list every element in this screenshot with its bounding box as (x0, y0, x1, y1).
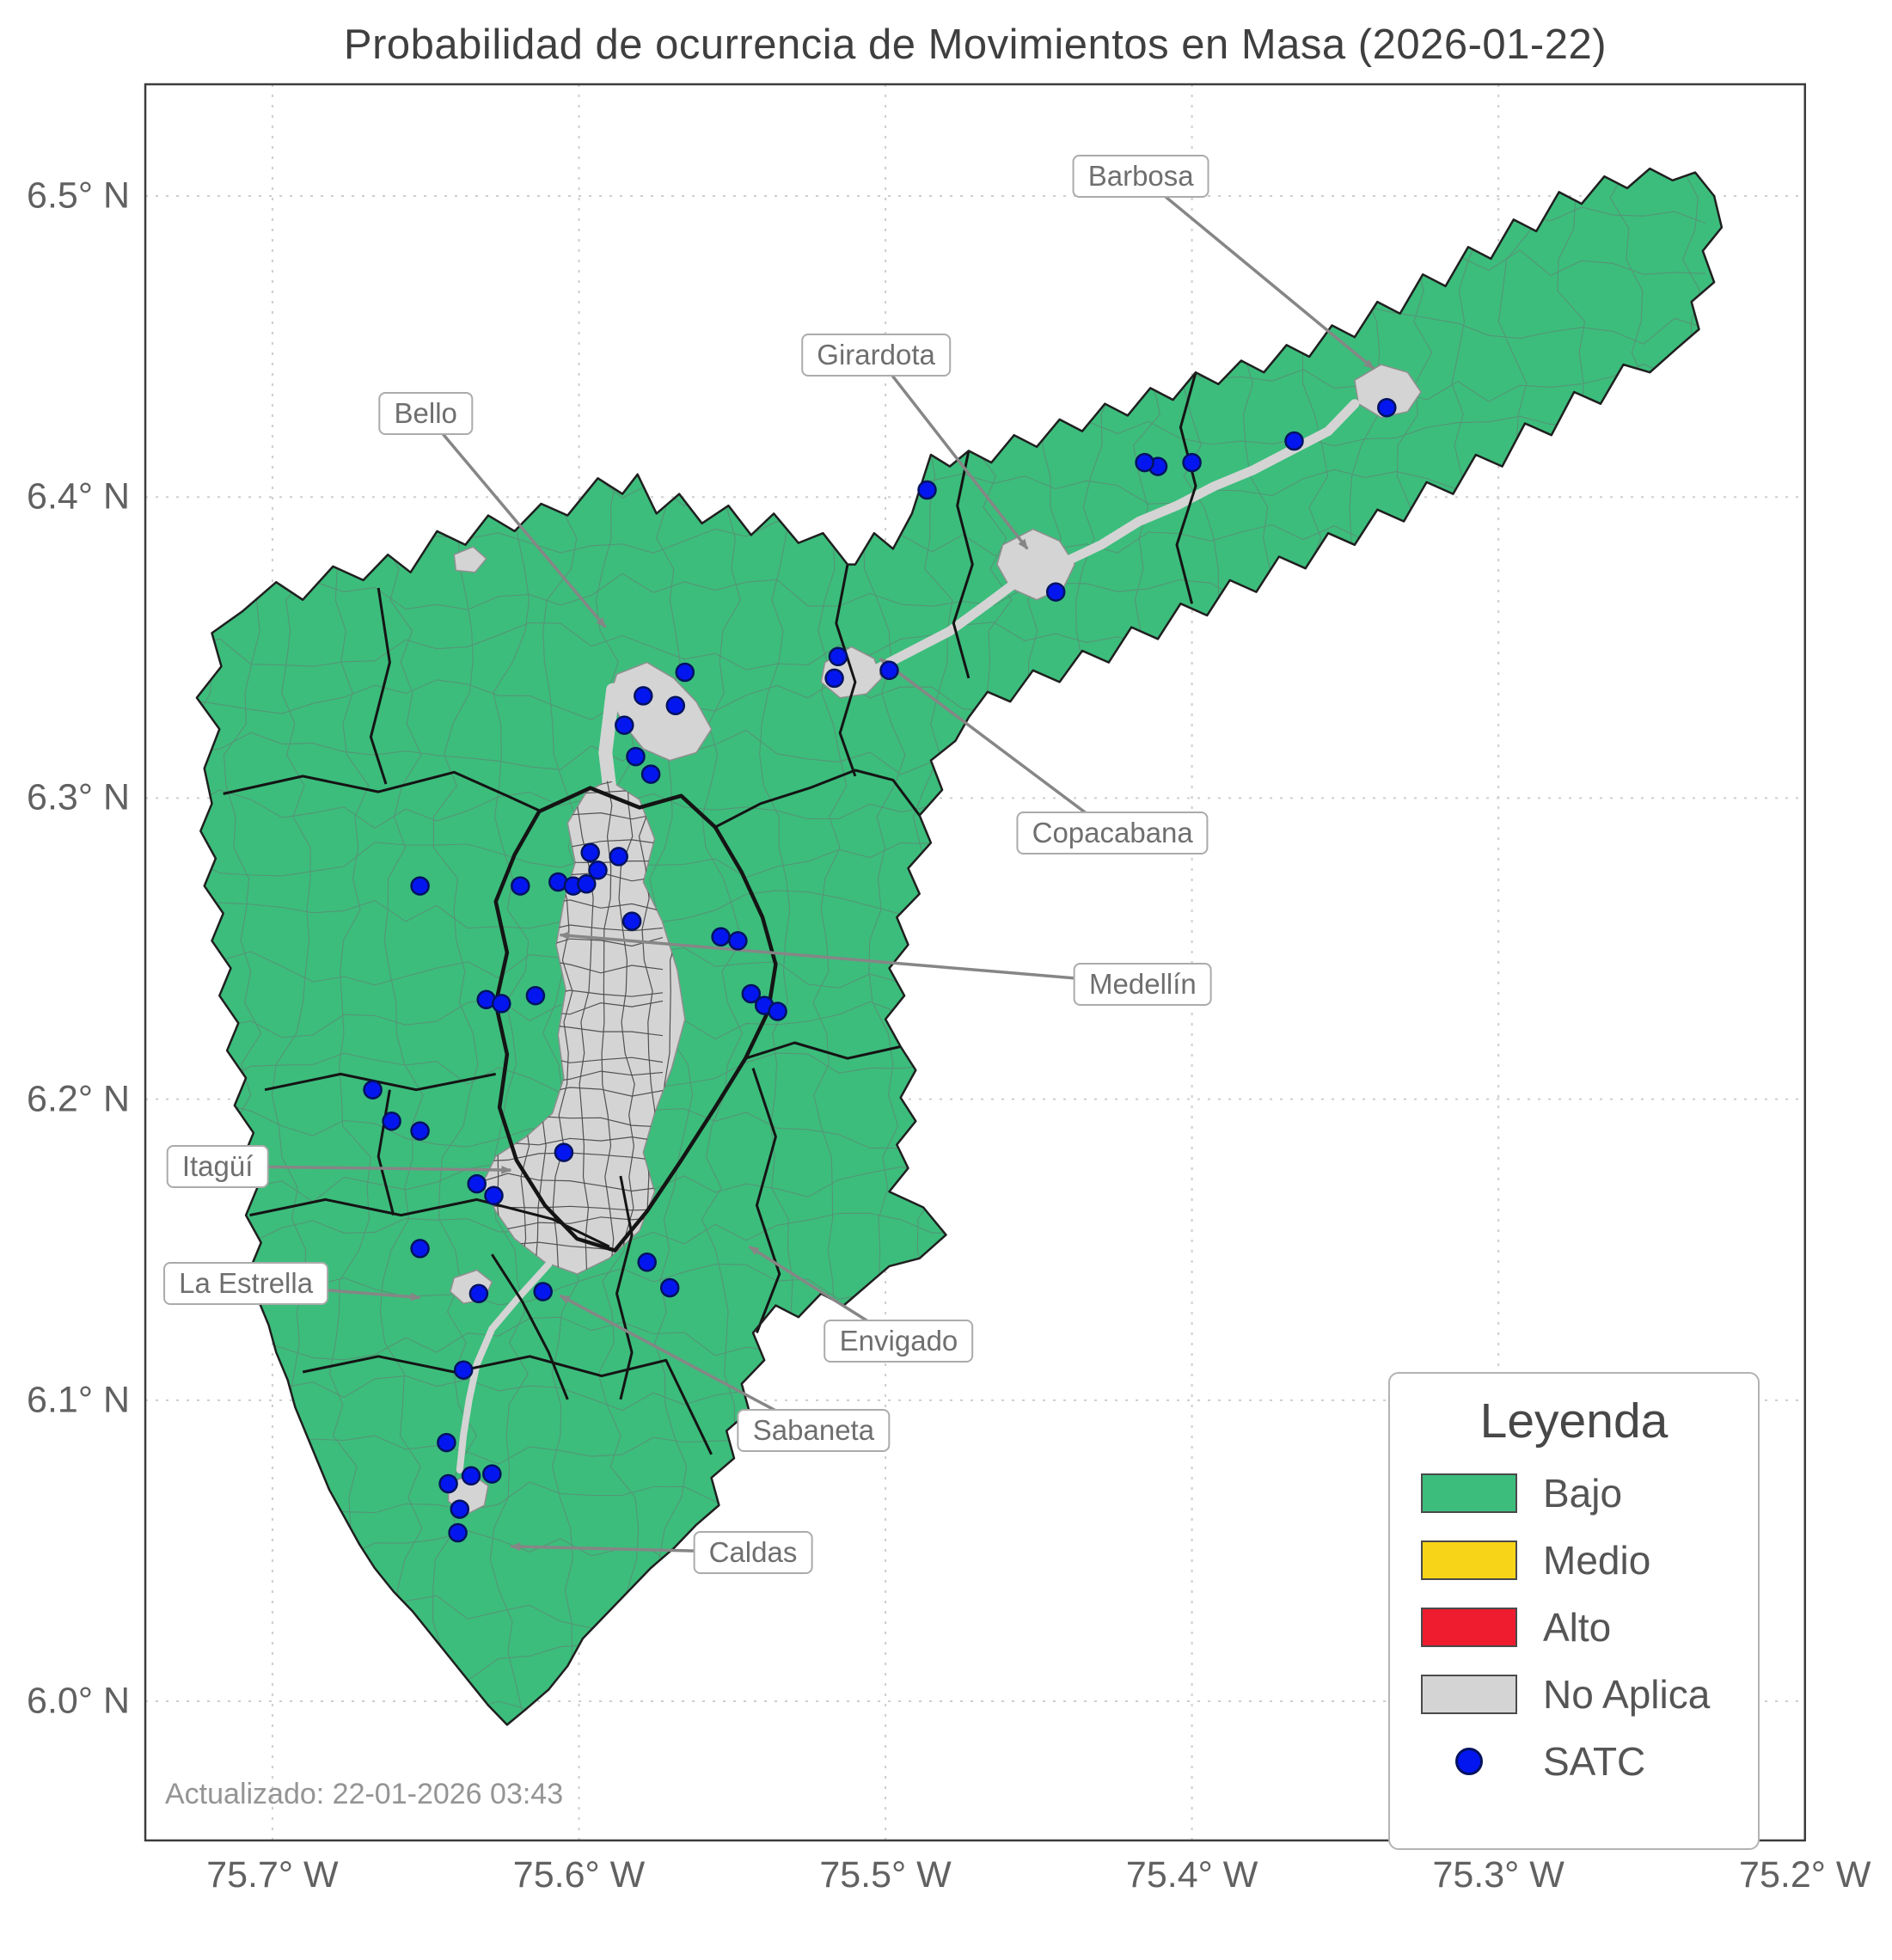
satc-point (879, 660, 899, 681)
legend-item-no-aplica: No Aplica (1421, 1671, 1758, 1718)
barbosa-urban (1354, 364, 1422, 419)
north-urban-patch (453, 546, 487, 573)
satc-point (588, 861, 608, 880)
satc-point (484, 1185, 504, 1206)
satc-point (453, 1360, 474, 1380)
satc-point (533, 1282, 553, 1302)
satc-point (482, 1464, 502, 1484)
satc-point (659, 1277, 680, 1298)
satc-points (363, 397, 1397, 1543)
page-title: Probabilidad de ocurrencia de Movimiento… (343, 21, 1607, 68)
satc-point (828, 646, 848, 667)
satc-point (741, 983, 762, 1004)
satc-point (438, 1473, 458, 1494)
legend-label: SATC (1543, 1739, 1646, 1784)
satc-point (363, 1080, 383, 1099)
satc-point (467, 1173, 487, 1194)
satc-point (1377, 397, 1397, 418)
satc-point (410, 876, 430, 896)
satc-point (410, 1121, 430, 1141)
satc-point (1182, 452, 1202, 473)
satc-point (580, 842, 600, 863)
satc-point (1284, 431, 1304, 451)
satc-point (492, 994, 511, 1014)
legend-label: No Aplica (1543, 1672, 1711, 1717)
satc-point (621, 911, 642, 931)
legend-item-satc: SATC (1421, 1738, 1758, 1785)
satc-point (1135, 452, 1154, 473)
satc-point (382, 1111, 401, 1131)
legend-color-swatch (1421, 1608, 1517, 1647)
satc-point (768, 1001, 787, 1021)
legend: Leyenda Bajo Medio Alto No Aplica SATC (1388, 1372, 1760, 1850)
satc-point (824, 668, 844, 689)
satc-point (626, 746, 646, 767)
legend-label: Medio (1543, 1538, 1651, 1583)
satc-point (525, 985, 546, 1006)
satc-point (917, 480, 937, 500)
bello-urban (608, 661, 713, 762)
satc-point (609, 847, 628, 867)
legend-item-alto: Alto (1421, 1604, 1758, 1651)
satc-point (637, 1253, 657, 1272)
satc-point (511, 876, 530, 896)
satc-point (437, 1432, 456, 1453)
satc-point (448, 1522, 468, 1543)
satc-point (728, 931, 748, 951)
legend-item-bajo: Bajo (1421, 1470, 1758, 1516)
satc-point (640, 764, 661, 784)
region-outline (195, 167, 1724, 1726)
legend-color-swatch (1421, 1540, 1517, 1580)
satc-point (615, 715, 634, 735)
legend-title: Leyenda (1479, 1393, 1669, 1449)
legend-label: Alto (1543, 1605, 1612, 1650)
medellin-urban (481, 779, 686, 1275)
satc-point (450, 1499, 470, 1519)
satc-point (665, 695, 686, 716)
satc-point (675, 662, 695, 683)
satc-point (554, 1142, 574, 1162)
satc-legend-marker (1421, 1748, 1517, 1775)
region-low-probability (196, 168, 1722, 1725)
legend-item-medio: Medio (1421, 1537, 1758, 1583)
legend-color-swatch (1421, 1473, 1517, 1513)
satc-point (634, 686, 653, 706)
legend-items: Bajo Medio Alto No Aplica SATC (1390, 1470, 1758, 1785)
satc-point (410, 1239, 430, 1259)
legend-label: Bajo (1543, 1471, 1623, 1516)
legend-color-swatch (1421, 1675, 1517, 1714)
satc-point (1045, 582, 1066, 602)
plot-border (144, 83, 1807, 1842)
updated-timestamp: Actualizado: 22-01-2026 03:43 (165, 1778, 564, 1810)
satc-point (461, 1466, 481, 1486)
satc-point (577, 874, 597, 894)
satc-point (711, 927, 731, 947)
satc-point (468, 1283, 489, 1304)
